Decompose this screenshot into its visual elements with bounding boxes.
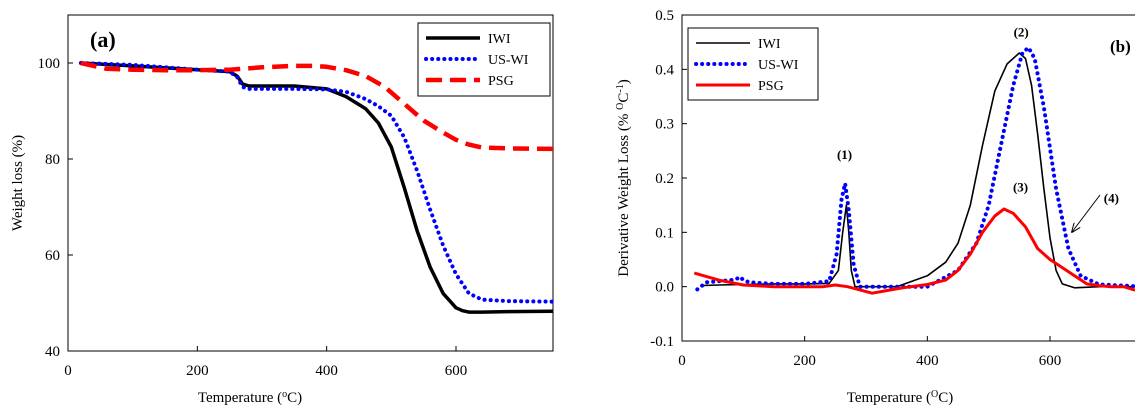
- legend-b: IWI US-WI PSG: [687, 27, 819, 101]
- x-axis-label-b: Temperature (OC): [847, 389, 954, 406]
- y-tick-label: 0.0: [655, 280, 674, 296]
- y-tick-label: 0.3: [655, 117, 674, 133]
- legend-label-iwi: IWI: [758, 37, 781, 52]
- legend-label-iwi: IWI: [488, 32, 511, 47]
- y-axis-label-a: Weight loss (%): [10, 135, 26, 231]
- y-tick-label: -0.1: [650, 334, 674, 350]
- series-group-b: [693, 45, 1135, 295]
- legend-label-us-wi: US-WI: [758, 58, 799, 73]
- series-line-iwi: [700, 52, 1135, 289]
- annotation-label: (1): [837, 147, 852, 162]
- ticks-group-b: 0 200 400 600 -0.1 0.0 0.1 0.2 0.3 0.4 0.5: [650, 8, 1061, 369]
- series-group-a: [78, 60, 555, 314]
- x-tick-label: 0: [678, 353, 686, 369]
- panel-label-b: (b): [1110, 37, 1131, 56]
- series-line-iwi: [80, 61, 554, 314]
- x-tick-label: 0: [64, 363, 72, 379]
- x-tick-label: 600: [445, 363, 468, 379]
- y-tick-label: 100: [38, 56, 61, 72]
- x-tick-label: 200: [186, 363, 209, 379]
- legend-a: IWI US-WI PSG: [417, 22, 551, 97]
- series-line-us-wi: [78, 61, 555, 304]
- series-line-psg: [693, 207, 1135, 295]
- annotation-label: (2): [1014, 25, 1029, 40]
- legend-label-psg: PSG: [758, 79, 784, 94]
- x-tick-label: 200: [793, 353, 816, 369]
- chart-panel-b: 0 200 400 600-0.10.00.10.20.30.40.5 (1)(2)(…: [615, 8, 1135, 406]
- x-axis-label-a: Temperature (oC): [198, 389, 302, 406]
- y-tick-label: 60: [45, 248, 60, 264]
- y-tick-label: 0.1: [655, 225, 674, 241]
- y-tick-label: 0.2: [655, 171, 674, 187]
- annotations-b: (1) (2) (3) (4): [837, 25, 1119, 206]
- chart-panel-a: 0 200 400 600 40 60 80 100 (a) Temperature (oC)…: [10, 14, 555, 406]
- ticks-group-a: 0 200 400 600 40 60 80 100: [38, 56, 468, 379]
- panel-label-a: (a): [90, 27, 116, 52]
- series-line-psg: [80, 60, 554, 152]
- y-tick-label: 0.5: [655, 8, 674, 24]
- series-line-us-wi: [695, 45, 1135, 292]
- x-tick-label: 400: [315, 363, 338, 379]
- x-tick-label: 600: [1039, 353, 1062, 369]
- annotation-arrow-4: [1072, 194, 1101, 232]
- y-tick-label: 0.4: [655, 62, 674, 78]
- legend-label-psg: PSG: [488, 74, 514, 89]
- legend-label-us-wi: US-WI: [488, 53, 529, 68]
- y-axis-label-b: Derivative Weight Loss (% OC-1): [615, 79, 632, 276]
- annotation-label: (4): [1104, 190, 1119, 205]
- annotation-label: (3): [1013, 180, 1028, 195]
- x-tick-label: 400: [916, 353, 939, 369]
- y-tick-label: 80: [45, 152, 60, 168]
- y-tick-label: 40: [45, 344, 60, 360]
- plot-frame-a: [67, 14, 554, 352]
